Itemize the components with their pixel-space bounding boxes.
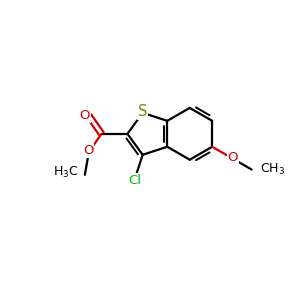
Text: H$_3$C: H$_3$C — [53, 165, 79, 180]
Text: Cl: Cl — [128, 174, 141, 187]
Text: O: O — [83, 144, 94, 157]
Text: O: O — [80, 109, 90, 122]
Text: CH$_3$: CH$_3$ — [260, 162, 285, 177]
Text: S: S — [138, 104, 147, 119]
Text: O: O — [228, 151, 238, 164]
